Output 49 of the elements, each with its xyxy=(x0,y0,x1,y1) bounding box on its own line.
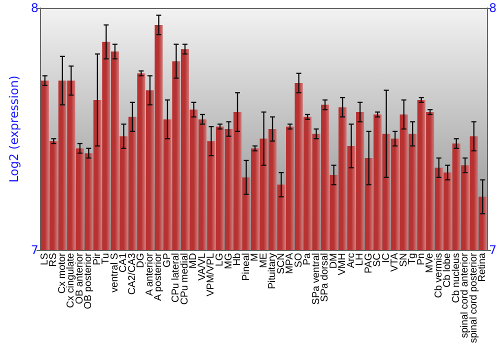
x-tick-label: CA2/CA3 xyxy=(126,252,138,295)
x-tick-label: Cb nucleus xyxy=(450,253,462,304)
x-tick-label: Tg xyxy=(407,253,418,265)
x-tick-label: VTA xyxy=(390,252,401,272)
x-tick-label: SO xyxy=(293,252,304,268)
x-tick-label: LS xyxy=(39,252,50,266)
x-tick-label: spinal cord anterior xyxy=(460,252,471,338)
x-tick-label: DM xyxy=(328,253,340,269)
x-tick-label: Arc xyxy=(346,253,357,268)
x-tick-label: ME xyxy=(258,252,270,268)
x-tick-label: A posterior xyxy=(153,252,164,301)
x-tick-label: DG xyxy=(136,252,147,268)
x-tick-label: Hb xyxy=(232,252,244,266)
x-tick-label: IC xyxy=(380,253,392,263)
x-tick-label: Pir xyxy=(92,252,103,266)
x-tick-label: ventral S xyxy=(109,252,120,292)
x-tick-label: PAG xyxy=(363,252,374,274)
x-tick-label: Pineal xyxy=(240,253,252,281)
x-tick-label: Pn xyxy=(416,253,427,266)
x-tick-label: SN xyxy=(398,253,410,267)
y-axis-title: Log2 (expression) xyxy=(7,76,21,182)
x-tick-label: VPM/VPL xyxy=(206,252,217,296)
x-tick-label: MPA xyxy=(284,252,296,274)
x-tick-label: Retina xyxy=(477,252,488,282)
x-tick-label: spinal cord posterior xyxy=(468,252,480,344)
x-tick-label: Pa xyxy=(302,252,314,266)
x-tick-label: CPu medial xyxy=(179,253,190,305)
x-tick-label: LH xyxy=(354,253,366,266)
x-tick-label: VA/VL xyxy=(196,252,208,281)
x-tick-label: LG xyxy=(214,252,226,266)
x-tick-label: M xyxy=(250,253,261,262)
x-tick-label: OB posterior xyxy=(83,252,94,310)
x-tick-label: RS xyxy=(48,252,60,267)
x-tick-label: CA1 xyxy=(118,252,130,272)
x-tick-label: OB anterior xyxy=(74,252,86,304)
x-tick-label: SPa dorsal xyxy=(320,253,331,302)
x-tick-label: MVe xyxy=(424,252,436,274)
x-tick-label: SCN xyxy=(276,253,287,274)
x-tick-label: Tu xyxy=(100,253,112,264)
x-tick-label: GP xyxy=(162,252,173,268)
x-tick-label: Cb lobe xyxy=(442,252,454,288)
x-tick-label: Cx motor xyxy=(56,252,68,294)
x-tick-label: Pituitary xyxy=(267,253,278,290)
y2-tick-label: 8 xyxy=(489,1,497,15)
x-tick-label: Cx cingulate xyxy=(66,252,77,308)
y2-tick-label: 7 xyxy=(489,243,497,257)
x-tick-label: A anterior xyxy=(144,252,156,296)
x-tick-label: VMH xyxy=(337,253,348,276)
x-tick-label: SC xyxy=(372,253,384,267)
